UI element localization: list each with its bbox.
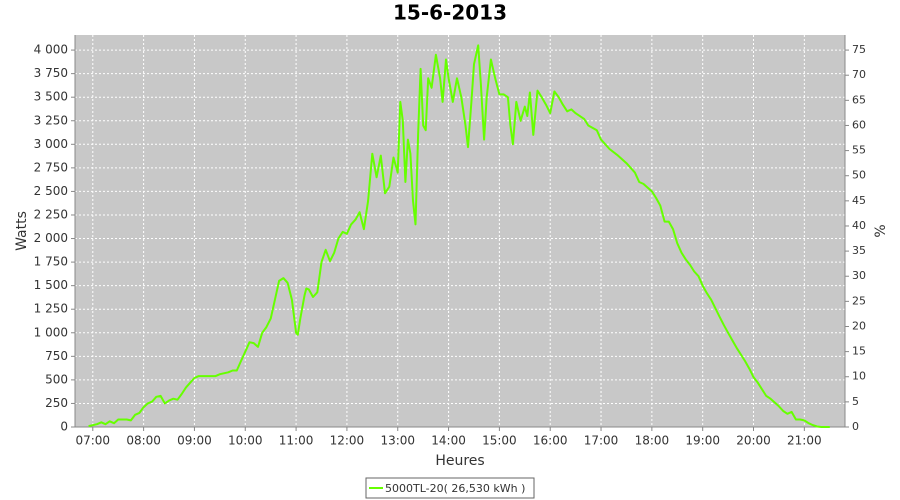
- y2-tick-label: 30: [852, 269, 866, 282]
- series-line: [88, 44, 830, 428]
- y-tick-label: 1 250: [34, 302, 68, 316]
- chart-title: 15-6-2013: [393, 1, 507, 25]
- y-tick-label: 3 250: [34, 113, 68, 127]
- y2-tick-label: 0: [852, 420, 859, 433]
- y-tick-label: 3 500: [34, 90, 68, 104]
- y2-tick-label: 45: [852, 194, 866, 207]
- y-tick-label: 4 000: [34, 43, 68, 57]
- legend-label: 5000TL-20( 26,530 kWh ): [385, 482, 525, 495]
- y2-tick-label: 15: [852, 345, 866, 358]
- y-tick-label: 1 000: [34, 325, 68, 339]
- x-tick-label: 12:00: [330, 434, 365, 448]
- y-axis-label: Watts: [14, 211, 30, 251]
- y-tick-label: 500: [45, 372, 68, 386]
- x-tick-label: 15:00: [482, 434, 517, 448]
- x-tick-label: 19:00: [685, 434, 720, 448]
- x-tick-label: 14:00: [431, 434, 466, 448]
- y2-axis-label: %: [873, 224, 889, 237]
- x-tick-label: 20:00: [736, 434, 771, 448]
- x-tick-label: 18:00: [635, 434, 670, 448]
- y2-tick-label: 20: [852, 319, 866, 332]
- x-tick-label: 10:00: [228, 434, 263, 448]
- plot-area: [75, 35, 845, 427]
- x-tick-label: 21:00: [787, 434, 822, 448]
- y-tick-label: 750: [45, 349, 68, 363]
- y2-tick-label: 35: [852, 244, 866, 257]
- y2-tick-label: 55: [852, 144, 866, 157]
- x-tick-label: 13:00: [380, 434, 415, 448]
- y2-tick-label: 25: [852, 294, 866, 307]
- x-tick-label: 16:00: [533, 434, 568, 448]
- x-tick-label: 07:00: [75, 434, 110, 448]
- y2-tick-label: 50: [852, 169, 866, 182]
- y-tick-label: 0: [60, 420, 68, 434]
- y2-tick-label: 40: [852, 219, 866, 232]
- x-tick-label: 17:00: [584, 434, 619, 448]
- y2-tick-label: 65: [852, 93, 866, 106]
- x-tick-label: 11:00: [279, 434, 314, 448]
- y-tick-label: 2 500: [34, 184, 68, 198]
- y-tick-label: 2 750: [34, 160, 68, 174]
- y-tick-label: 3 000: [34, 137, 68, 151]
- y-tick-label: 3 750: [34, 66, 68, 80]
- legend-box: [365, 477, 535, 499]
- x-tick-label: 08:00: [126, 434, 161, 448]
- y2-tick-label: 70: [852, 68, 866, 81]
- y2-tick-label: 75: [852, 43, 866, 56]
- y-tick-label: 250: [45, 396, 68, 410]
- y-tick-label: 1 500: [34, 278, 68, 292]
- y2-tick-label: 10: [852, 370, 866, 383]
- y2-tick-label: 60: [852, 118, 866, 131]
- y-tick-label: 2 250: [34, 207, 68, 221]
- y-tick-label: 2 000: [34, 231, 68, 245]
- x-axis-label: Heures: [435, 453, 484, 469]
- y2-tick-label: 5: [852, 395, 859, 408]
- x-tick-label: 09:00: [177, 434, 212, 448]
- y-tick-label: 1 750: [34, 255, 68, 269]
